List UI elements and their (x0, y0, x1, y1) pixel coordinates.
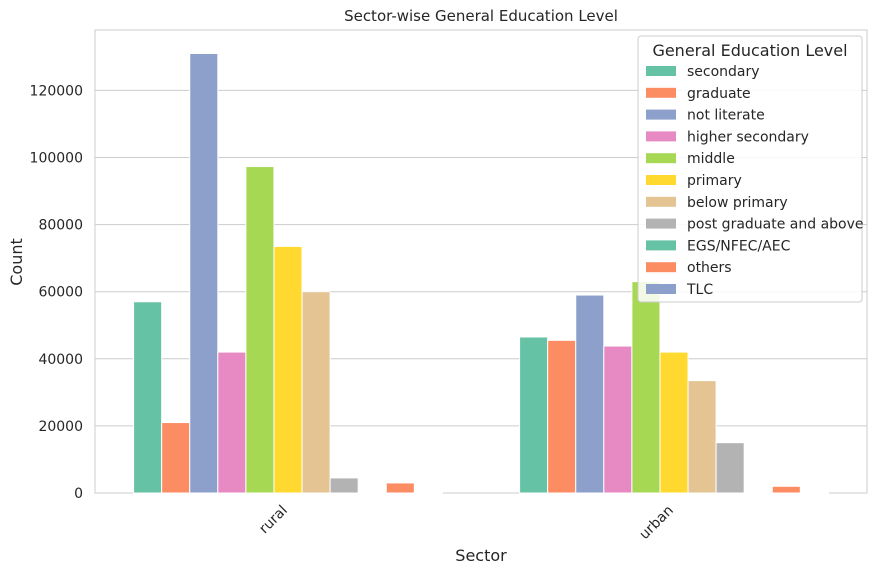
legend-label: below primary (687, 195, 788, 211)
x-tick-labels: rural urban (256, 503, 677, 543)
legend-swatch (646, 66, 676, 76)
legend-swatch (646, 196, 676, 207)
bar-urban-below-primary (687, 380, 717, 494)
y-tick-label: 0 (74, 486, 83, 502)
bar-rural-post-graduate-and-above (329, 477, 359, 494)
bar-rural-primary (273, 245, 303, 494)
legend-swatch (646, 109, 676, 120)
bar-rural-secondary (133, 301, 163, 494)
y-tick-labels: 0 20000 40000 60000 80000 100000 120000 (30, 83, 83, 502)
legend-label: graduate (687, 86, 751, 102)
y-axis-title: Count (7, 238, 26, 286)
legend-box (637, 35, 863, 303)
legend-label: post graduate and above (687, 217, 864, 233)
legend-swatch (646, 240, 676, 251)
bar-rural-below-primary (301, 291, 331, 494)
x-axis-title: Sector (455, 546, 507, 565)
legend-label: TLC (686, 282, 713, 298)
legend-swatch (646, 175, 676, 185)
legend-swatch (646, 153, 676, 164)
chart-title: Sector-wise General Education Level (344, 7, 618, 25)
y-tick-label: 20000 (38, 419, 83, 435)
bar-rural-egs-nfec-aec (357, 491, 387, 494)
bar-urban-not-literate (575, 294, 605, 494)
bar-urban-higher-secondary (603, 345, 633, 494)
legend-swatch (646, 131, 676, 142)
bar-urban-others (771, 485, 801, 494)
legend-label: not literate (687, 108, 765, 124)
legend-label: middle (687, 151, 735, 167)
legend-title: General Education Level (652, 41, 847, 60)
bar-urban-primary (659, 351, 689, 494)
legend-swatch (646, 218, 676, 229)
legend-swatch (646, 284, 676, 294)
legend-label: secondary (687, 64, 760, 80)
bar-urban-middle (631, 281, 661, 494)
legend-items: secondary graduate not literate higher seco… (646, 64, 864, 298)
y-tick-label: 60000 (38, 285, 83, 301)
y-tick-label: 80000 (38, 218, 83, 234)
x-tick-label: urban (637, 503, 677, 543)
bar-urban-secondary (519, 336, 549, 494)
x-tick-label: rural (256, 503, 291, 538)
legend-label: primary (687, 173, 742, 189)
legend-swatch (646, 87, 676, 98)
bar-rural-higher-secondary (217, 351, 247, 494)
y-tick-label: 40000 (38, 352, 83, 368)
y-tick-label: 100000 (30, 150, 83, 166)
bar-rural-not-literate (189, 52, 219, 494)
bar-urban-egs-nfec-aec (743, 491, 773, 494)
bar-rural-middle (245, 166, 275, 494)
legend-label: higher secondary (687, 129, 809, 145)
y-tick-label: 120000 (30, 83, 83, 99)
bar-urban-post-graduate-and-above (715, 442, 745, 494)
legend-swatch (646, 262, 676, 273)
bar-rural-graduate (161, 422, 191, 494)
legend: General Education Level secondary graduat… (637, 35, 864, 303)
legend-label: others (687, 260, 732, 276)
bar-urban-graduate (547, 339, 577, 494)
bars (133, 52, 829, 494)
bar-rural-others (385, 482, 415, 494)
legend-label: EGS/NFEC/AEC (687, 238, 791, 254)
